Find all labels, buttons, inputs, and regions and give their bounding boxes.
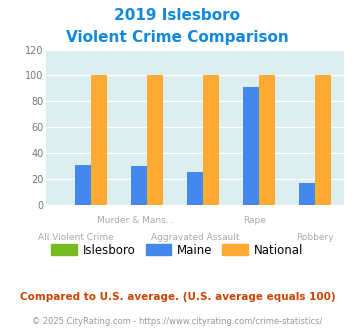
Text: Violent Crime Comparison: Violent Crime Comparison	[66, 30, 289, 45]
Bar	[75, 165, 91, 205]
Bar	[131, 166, 147, 205]
Text: Compared to U.S. average. (U.S. average equals 100): Compared to U.S. average. (U.S. average …	[20, 292, 335, 302]
Text: © 2025 CityRating.com - https://www.cityrating.com/crime-statistics/: © 2025 CityRating.com - https://www.city…	[32, 317, 323, 326]
Bar	[187, 172, 203, 205]
Text: Robbery: Robbery	[296, 233, 333, 242]
Bar	[244, 87, 259, 205]
Bar	[315, 75, 331, 205]
Text: Rape: Rape	[244, 216, 266, 225]
Bar	[299, 182, 315, 205]
Text: Murder & Mans...: Murder & Mans...	[97, 216, 174, 225]
Text: All Violent Crime: All Violent Crime	[38, 233, 114, 242]
Text: Aggravated Assault: Aggravated Assault	[151, 233, 240, 242]
Bar	[203, 75, 219, 205]
Bar	[147, 75, 163, 205]
Legend: Islesboro, Maine, National: Islesboro, Maine, National	[47, 239, 308, 261]
Bar	[259, 75, 275, 205]
Text: 2019 Islesboro: 2019 Islesboro	[115, 8, 240, 23]
Bar	[91, 75, 107, 205]
